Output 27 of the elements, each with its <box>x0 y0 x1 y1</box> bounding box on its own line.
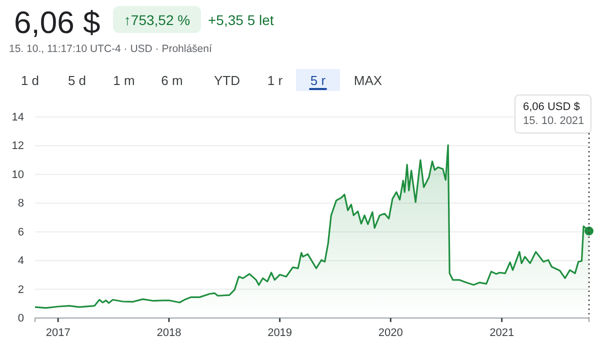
text: 5 r <box>310 73 326 88</box>
y-tick-label: 6 <box>18 226 24 238</box>
text: 5 d <box>68 73 86 88</box>
text: +5,35 5 let <box>208 12 274 28</box>
text: 1 d <box>20 73 40 88</box>
text: YTD <box>214 73 240 88</box>
x-tick-label: 2017 <box>46 326 70 339</box>
y-tick-label: 2 <box>18 284 24 296</box>
y-tick-label: 14 <box>12 112 24 124</box>
text: 1 m <box>113 73 135 88</box>
y-tick-label: 10 <box>12 168 24 181</box>
x-tick-label: 2018 <box>156 326 182 339</box>
text: 6 m <box>161 73 183 88</box>
text: MAX <box>354 73 382 88</box>
y-tick-label: 12 <box>12 140 24 152</box>
text: 1 r <box>267 73 284 88</box>
y-tick-label: 8 <box>18 198 24 210</box>
text: ↑753,52 % <box>124 12 190 28</box>
x-tick-label: 2020 <box>378 326 403 339</box>
tooltip-card: 6,06 USD $ 15. 10. 2021 <box>514 94 592 134</box>
x-tick-label: 2021 <box>490 326 514 339</box>
annotation: 6,06 USD $ 15. 10. 2021 <box>523 101 584 127</box>
x-tick-label: 2019 <box>268 326 292 339</box>
chart-title: 6,06 $ <box>14 5 100 40</box>
y-tick-label: 0 <box>18 312 24 325</box>
y-tick-label: 4 <box>18 255 24 268</box>
chart-subtitle: 15. 10., 11:17:10 UTC-4 · USD · Prohlášení <box>9 43 212 55</box>
